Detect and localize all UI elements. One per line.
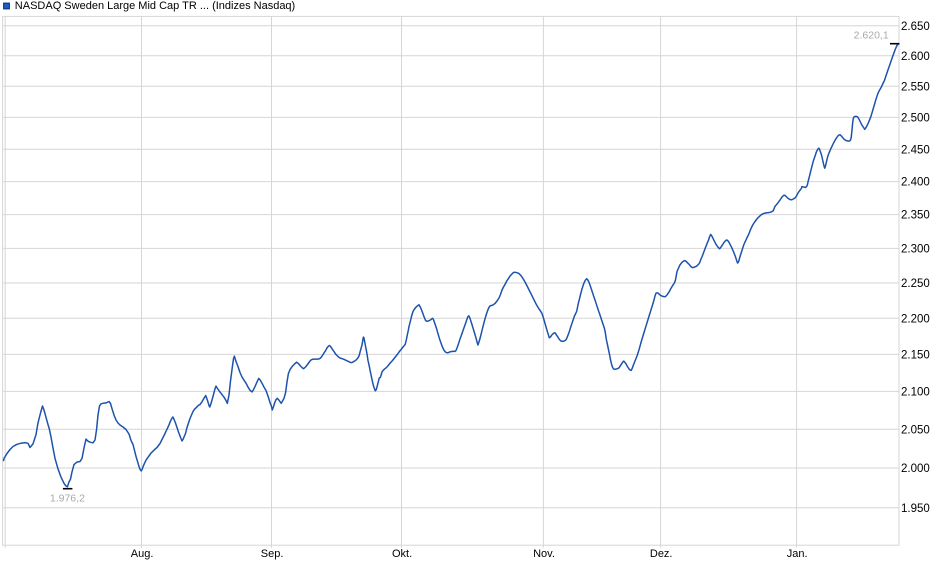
- svg-text:Jan.: Jan.: [787, 548, 808, 560]
- svg-text:NASDAQ Sweden Large Mid Cap TR: NASDAQ Sweden Large Mid Cap TR ... (Indi…: [15, 0, 295, 12]
- svg-text:Nov.: Nov.: [533, 548, 555, 560]
- svg-text:Sep.: Sep.: [261, 548, 284, 560]
- svg-text:Dez.: Dez.: [650, 548, 673, 560]
- svg-text:2.600: 2.600: [901, 51, 930, 63]
- svg-text:2.350: 2.350: [901, 210, 930, 222]
- svg-text:1.976,2: 1.976,2: [50, 492, 85, 504]
- svg-text:2.000: 2.000: [901, 463, 930, 475]
- svg-text:2.300: 2.300: [901, 244, 930, 256]
- svg-text:1.950: 1.950: [901, 503, 930, 515]
- svg-text:2.620,1: 2.620,1: [854, 30, 889, 42]
- svg-text:2.450: 2.450: [901, 144, 930, 156]
- svg-text:2.200: 2.200: [901, 313, 930, 325]
- svg-text:2.250: 2.250: [901, 278, 930, 290]
- svg-text:2.100: 2.100: [901, 387, 930, 399]
- svg-text:Aug.: Aug.: [131, 548, 154, 560]
- svg-text:2.500: 2.500: [901, 113, 930, 125]
- svg-text:2.150: 2.150: [901, 350, 930, 362]
- svg-text:2.550: 2.550: [901, 81, 930, 93]
- svg-text:Okt.: Okt.: [392, 548, 412, 560]
- svg-text:2.650: 2.650: [901, 21, 930, 33]
- svg-text:2.050: 2.050: [901, 424, 930, 436]
- svg-text:2.400: 2.400: [901, 177, 930, 189]
